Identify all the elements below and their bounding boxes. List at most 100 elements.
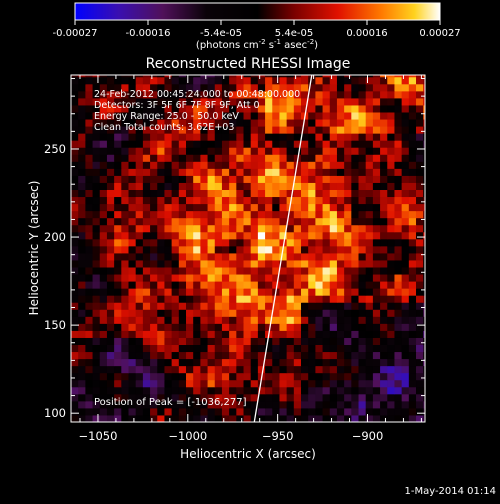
heatmap-cell	[243, 90, 252, 99]
heatmap-cell	[380, 140, 388, 148]
heatmap-cell	[293, 245, 302, 254]
heatmap-cell	[257, 175, 266, 183]
heatmap-cell	[171, 231, 180, 240]
heatmap-cell	[322, 217, 331, 226]
heatmap-cell	[121, 189, 129, 198]
heatmap-cell	[99, 104, 108, 113]
heatmap-cell	[178, 83, 187, 92]
heatmap-cell	[308, 238, 316, 247]
heatmap-cell	[236, 231, 245, 240]
heatmap-cell	[387, 323, 395, 331]
heatmap-cell	[394, 266, 403, 275]
heatmap-cell	[380, 196, 388, 205]
heatmap-cell	[121, 288, 129, 296]
heatmap-cell	[106, 133, 115, 141]
heatmap-cell	[214, 175, 223, 183]
heatmap-cell	[380, 372, 388, 381]
heatmap-cell	[214, 252, 223, 261]
heatmap-cell	[157, 323, 165, 331]
heatmap-cell	[265, 386, 273, 395]
heatmap-cell	[99, 217, 108, 226]
heatmap-cell	[71, 302, 79, 310]
heatmap-cell	[71, 147, 79, 155]
heatmap-cell	[236, 323, 245, 331]
heatmap-cell	[408, 203, 417, 212]
heatmap-cell	[416, 147, 424, 155]
heatmap-cell	[336, 224, 345, 233]
heatmap-cell	[178, 309, 187, 317]
heatmap-cell	[329, 104, 338, 113]
heatmap-cell	[92, 161, 101, 169]
heatmap-cell	[171, 161, 180, 169]
heatmap-cell	[416, 76, 424, 85]
heatmap-cell	[272, 259, 280, 268]
heatmap-cell	[157, 274, 165, 282]
heatmap-cell	[157, 217, 165, 226]
heatmap-cell	[401, 97, 410, 106]
heatmap-cell	[416, 168, 424, 176]
heatmap-cell	[423, 104, 425, 113]
heatmap-cell	[380, 161, 388, 169]
heatmap-cell	[243, 175, 252, 183]
heatmap-cell	[401, 133, 410, 141]
heatmap-cell	[128, 400, 137, 409]
heatmap-cell	[186, 281, 194, 289]
heatmap-cell	[308, 90, 316, 99]
heatmap-cell	[114, 365, 122, 374]
heatmap-cell	[92, 224, 101, 233]
heatmap-cell	[78, 414, 86, 422]
heatmap-cell	[416, 379, 424, 388]
heatmap-cell	[315, 323, 324, 331]
heatmap-cell	[207, 281, 216, 289]
heatmap-cell	[423, 274, 425, 282]
heatmap-cell	[128, 245, 137, 254]
heatmap-cell	[394, 203, 403, 212]
heatmap-cell	[114, 119, 122, 127]
heatmap-cell	[171, 175, 180, 183]
heatmap-cell	[380, 407, 388, 416]
heatmap-cell	[85, 316, 94, 324]
heatmap-cell	[229, 266, 237, 275]
heatmap-cell	[322, 309, 331, 317]
heatmap-cell	[365, 351, 374, 360]
heatmap-cell	[71, 133, 79, 141]
heatmap-cell	[308, 104, 316, 113]
heatmap-cell	[99, 119, 108, 127]
heatmap-cell	[221, 83, 230, 92]
heatmap-cell	[265, 323, 273, 331]
heatmap-cell	[207, 210, 216, 219]
heatmap-cell	[78, 161, 86, 169]
heatmap-cell	[221, 414, 230, 422]
heatmap-cell	[286, 365, 295, 374]
heatmap-cell	[193, 154, 201, 162]
heatmap-cell	[380, 274, 388, 282]
heatmap-cell	[315, 358, 324, 367]
heatmap-cell	[178, 358, 187, 367]
heatmap-cell	[171, 83, 180, 92]
heatmap-cell	[372, 281, 381, 289]
heatmap-cell	[178, 295, 187, 303]
heatmap-cell	[293, 104, 302, 113]
heatmap-cell	[229, 351, 237, 360]
heatmap-cell	[401, 119, 410, 127]
heatmap-cell	[221, 189, 230, 198]
heatmap-cell	[293, 274, 302, 282]
heatmap-cell	[221, 344, 230, 353]
heatmap-cell	[315, 119, 324, 127]
heatmap-cell	[365, 154, 374, 162]
heatmap-cell	[164, 414, 173, 422]
heatmap-cell	[92, 111, 101, 120]
heatmap-cell	[142, 259, 151, 268]
heatmap-cell	[157, 259, 165, 268]
heatmap-cell	[114, 203, 122, 212]
heatmap-cell	[85, 75, 94, 78]
heatmap-cell	[186, 266, 194, 275]
heatmap-cell	[135, 75, 144, 78]
heatmap-cell	[401, 217, 410, 226]
heatmap-cell	[128, 133, 137, 141]
heatmap-cell	[121, 196, 129, 205]
heatmap-cell	[387, 203, 395, 212]
heatmap-cell	[336, 245, 345, 254]
heatmap-cell	[293, 358, 302, 367]
heatmap-cell	[358, 119, 367, 127]
